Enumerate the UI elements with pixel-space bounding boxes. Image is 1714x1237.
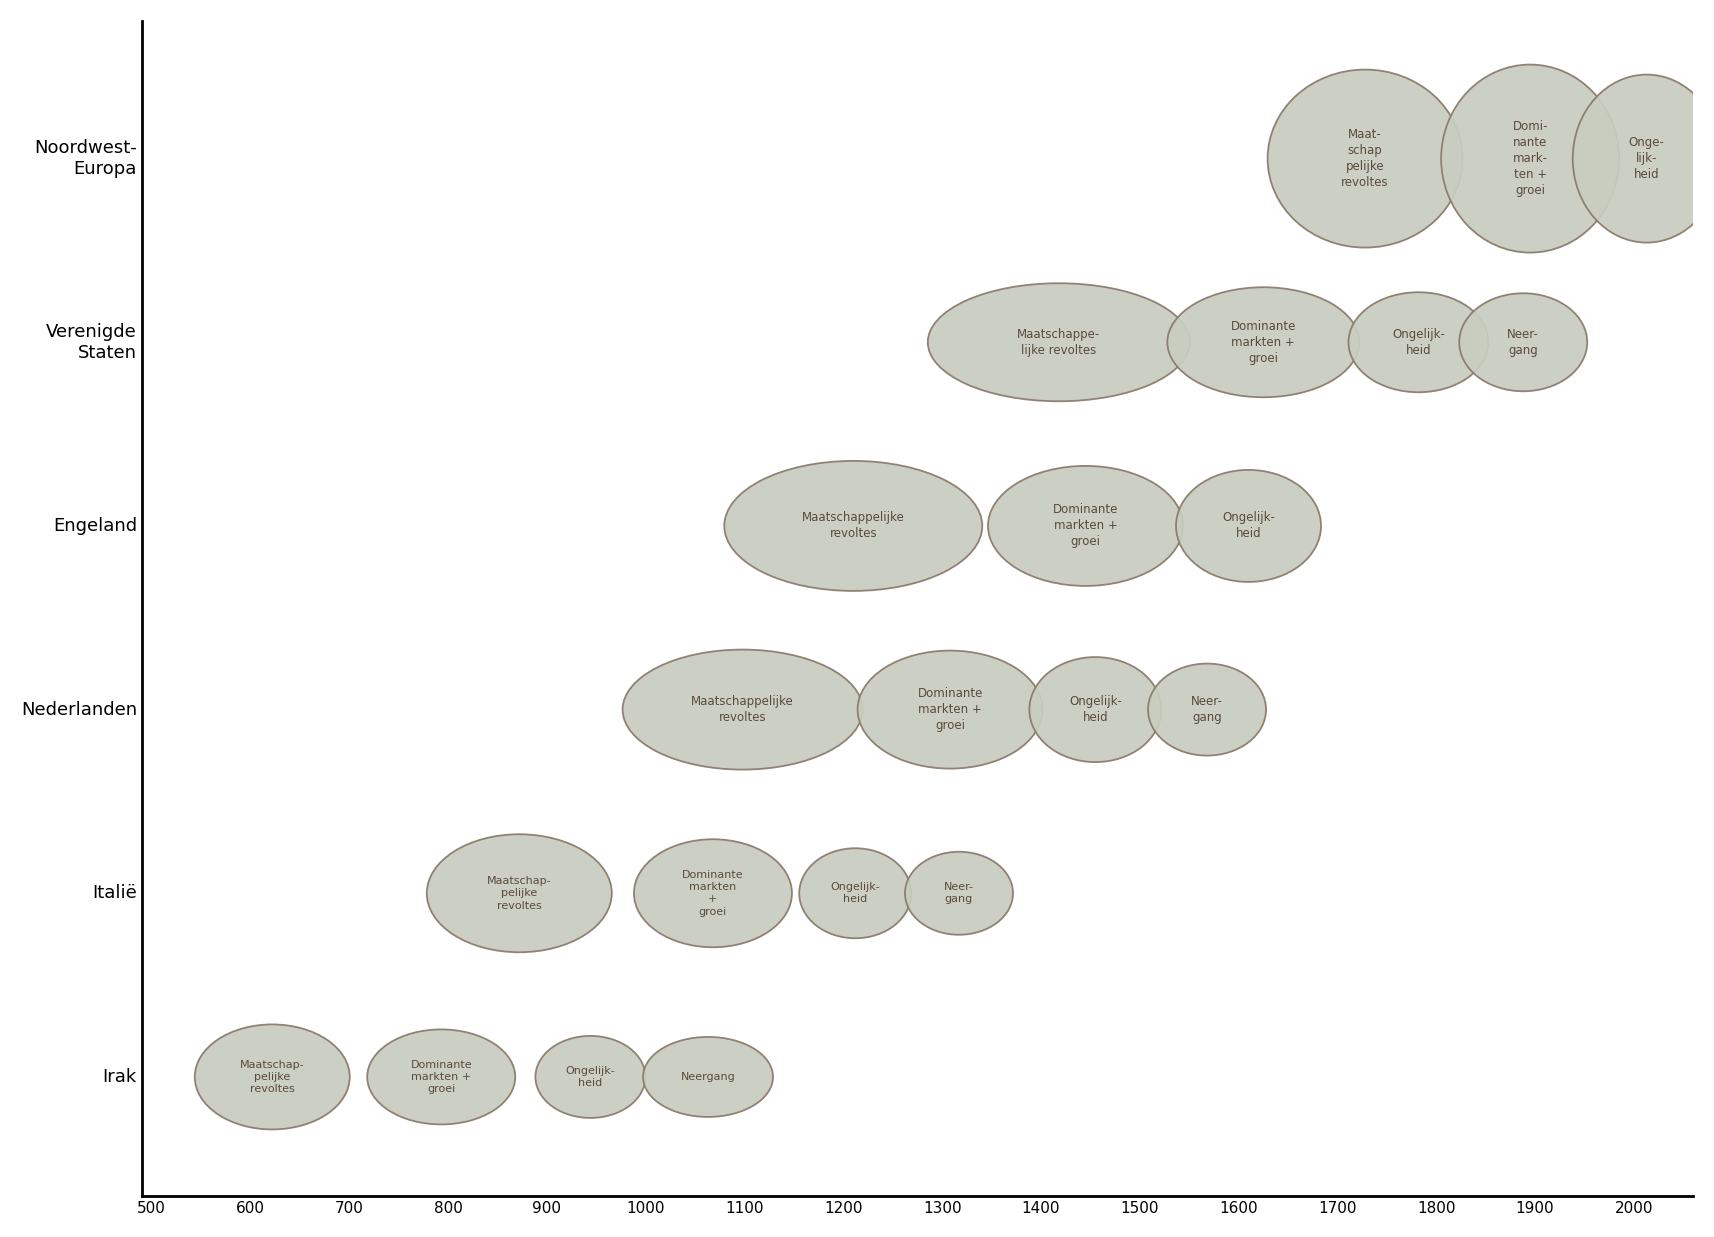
Ellipse shape [1268, 69, 1462, 247]
Ellipse shape [427, 834, 612, 952]
Ellipse shape [1030, 657, 1162, 762]
Text: Dominante
markten
+
groei: Dominante markten + groei [682, 870, 744, 917]
Ellipse shape [1441, 64, 1620, 252]
Text: Dominante
markten +
groei: Dominante markten + groei [410, 1060, 471, 1095]
Ellipse shape [799, 849, 912, 938]
Ellipse shape [1573, 74, 1714, 242]
Ellipse shape [1349, 292, 1488, 392]
Ellipse shape [725, 461, 982, 591]
Ellipse shape [927, 283, 1190, 401]
Ellipse shape [535, 1035, 646, 1118]
Text: Ongelijk-
heid: Ongelijk- heid [1222, 511, 1275, 541]
Text: Dominante
markten +
groei: Dominante markten + groei [1231, 319, 1296, 365]
Text: Domi-
nante
mark-
ten +
groei: Domi- nante mark- ten + groei [1512, 120, 1548, 197]
Text: Ongelijk-
heid: Ongelijk- heid [1070, 695, 1121, 724]
Text: Maatschappe-
lijke revoltes: Maatschappe- lijke revoltes [1016, 328, 1100, 356]
Text: Ongelijk-
heid: Ongelijk- heid [830, 882, 879, 904]
Text: Dominante
markten +
groei: Dominante markten + groei [1052, 503, 1118, 548]
Ellipse shape [1459, 293, 1587, 391]
Text: Ongelijk-
heid: Ongelijk- heid [566, 1066, 615, 1089]
Ellipse shape [857, 651, 1042, 768]
Ellipse shape [905, 852, 1013, 935]
Ellipse shape [634, 839, 792, 948]
Text: Neer-
gang: Neer- gang [944, 882, 974, 904]
Text: Neer-
gang: Neer- gang [1191, 695, 1224, 724]
Ellipse shape [622, 649, 862, 769]
Text: Maatschap-
pelijke
revoltes: Maatschap- pelijke revoltes [487, 876, 552, 910]
Text: Maat-
schap
pelijke
revoltes: Maat- schap pelijke revoltes [1342, 129, 1388, 189]
Text: Onge-
lijk-
heid: Onge- lijk- heid [1628, 136, 1664, 181]
Ellipse shape [1148, 663, 1267, 756]
Ellipse shape [367, 1029, 516, 1124]
Ellipse shape [195, 1024, 350, 1129]
Text: Maatschap-
pelijke
revoltes: Maatschap- pelijke revoltes [240, 1060, 305, 1095]
Ellipse shape [643, 1037, 773, 1117]
Ellipse shape [1176, 470, 1321, 581]
Text: Neer-
gang: Neer- gang [1507, 328, 1539, 356]
Text: Dominante
markten +
groei: Dominante markten + groei [917, 687, 982, 732]
Ellipse shape [987, 466, 1183, 586]
Text: Maatschappelijke
revoltes: Maatschappelijke revoltes [802, 511, 905, 541]
Text: Ongelijk-
heid: Ongelijk- heid [1392, 328, 1445, 356]
Text: Maatschappelijke
revoltes: Maatschappelijke revoltes [691, 695, 794, 724]
Ellipse shape [1167, 287, 1359, 397]
Text: Neergang: Neergang [680, 1072, 735, 1082]
